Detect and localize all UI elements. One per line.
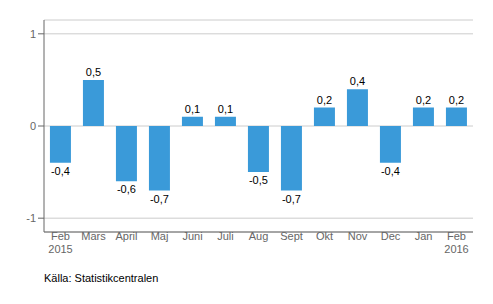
svg-text:Dec: Dec [381,230,401,242]
svg-text:0,2: 0,2 [449,94,464,106]
svg-text:-0,4: -0,4 [51,165,70,177]
svg-text:0,4: 0,4 [350,75,365,87]
svg-text:-0,7: -0,7 [150,193,169,205]
svg-text:Maj: Maj [151,230,169,242]
svg-text:Nov: Nov [348,230,368,242]
svg-text:Okt: Okt [316,230,333,242]
svg-text:-0,7: -0,7 [282,193,301,205]
svg-text:-0,5: -0,5 [249,174,268,186]
svg-text:-0,4: -0,4 [381,165,400,177]
svg-text:0,2: 0,2 [416,94,431,106]
svg-text:Juli: Juli [217,230,234,242]
svg-text:-0,6: -0,6 [117,183,136,195]
svg-text:Juni: Juni [182,230,202,242]
svg-text:1: 1 [30,28,36,40]
svg-text:Feb2016: Feb2016 [444,230,468,255]
svg-text:0,1: 0,1 [185,103,200,115]
svg-text:0: 0 [30,120,36,132]
svg-text:0,2: 0,2 [317,94,332,106]
svg-text:Jan: Jan [415,230,433,242]
svg-text:0,1: 0,1 [218,103,233,115]
svg-text:Sept: Sept [280,230,303,242]
svg-text:Mars: Mars [81,230,106,242]
svg-text:April: April [115,230,137,242]
svg-text:Aug: Aug [249,230,269,242]
svg-text:-1: -1 [26,212,36,224]
svg-text:0,5: 0,5 [86,66,101,78]
html-text:Källa: Statistikcentralen: Källa: Statistikcentralen [44,272,159,284]
svg-text:Feb2015: Feb2015 [48,230,72,255]
